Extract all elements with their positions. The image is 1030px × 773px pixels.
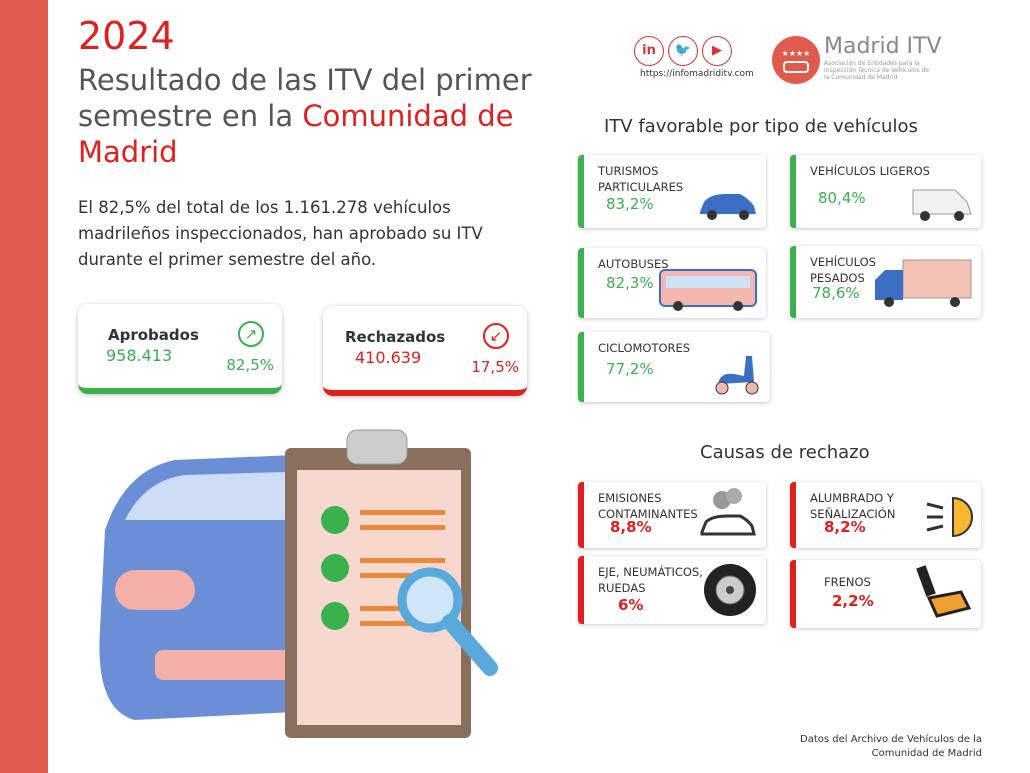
- website-link[interactable]: https://infomadriditv.com: [640, 69, 754, 79]
- year-heading: 2024: [78, 14, 175, 58]
- card-value: 8,8%: [610, 518, 652, 536]
- cause-card-eje: EJE, NEUMÁTICOS, RUEDAS 6%: [578, 556, 766, 624]
- side-bar: [0, 0, 48, 773]
- card-label: VEHÍCULOS PESADOS: [810, 255, 876, 285]
- vehicle-card-autobuses: AUTOBUSES 82,3%: [578, 248, 766, 318]
- cause-card-alumbrado: ALUMBRADO Y SEÑALIZACIÓN 8,2%: [790, 482, 981, 548]
- tire-icon: [704, 564, 756, 616]
- brand-subtitle: Asociación de Entidades para la Inspecci…: [824, 60, 930, 81]
- card-value: 77,2%: [606, 360, 654, 378]
- card-value: 2,2%: [832, 592, 874, 610]
- cause-card-emisiones: EMISIONES CONTAMINANTES 8,8%: [578, 482, 766, 548]
- twitter-icon[interactable]: 🐦: [668, 36, 698, 66]
- approved-pct: 82,5%: [226, 356, 274, 374]
- page-title: Resultado de las ITV del primer semestre…: [78, 62, 598, 170]
- intro-text: El 82,5% del total de los 1.161.278 vehí…: [78, 198, 483, 269]
- vehicle-card-ligeros: VEHÍCULOS LIGEROS 80,4%: [790, 155, 981, 228]
- approved-value: 958.413: [106, 346, 173, 365]
- bus-icon: [659, 269, 757, 311]
- vehicle-card-ciclomotores: CICLOMOTORES 77,2%: [578, 332, 770, 402]
- card-value: 6%: [618, 596, 644, 614]
- car-checklist-illustration: [99, 429, 498, 738]
- truck-icon: [875, 259, 972, 307]
- card-label: CICLOMOTORES: [598, 341, 691, 355]
- card-label: TURISMOS PARTICULARES: [598, 164, 684, 194]
- source-note: Datos del Archivo de Vehículos de la Com…: [800, 734, 982, 759]
- rejected-card: Rechazados 410.639 ↙ 17,5%: [323, 306, 527, 396]
- rejected-label: Rechazados: [345, 328, 446, 346]
- card-label: FRENOS: [824, 575, 871, 589]
- causes-title: Causas de rechazo: [700, 442, 870, 463]
- favorable-title: ITV favorable por tipo de vehículos: [604, 116, 918, 137]
- approved-label: Aprobados: [108, 326, 199, 344]
- card-value: 80,4%: [818, 189, 866, 207]
- vehicle-card-pesados: VEHÍCULOS PESADOS 78,6%: [790, 246, 981, 318]
- brand-name: Madrid ITV: [824, 34, 942, 59]
- card-label: AUTOBUSES: [598, 257, 669, 271]
- arrow-up-right-icon: ↗: [238, 321, 264, 347]
- brake-pedal-icon: [916, 565, 972, 618]
- rejected-value: 410.639: [355, 348, 422, 367]
- card-label: ALUMBRADO Y SEÑALIZACIÓN: [810, 491, 896, 521]
- card-value: 8,2%: [824, 518, 866, 536]
- headlight-icon: [926, 496, 973, 538]
- rejected-pct: 17,5%: [471, 358, 519, 376]
- card-value: 82,3%: [606, 274, 654, 292]
- card-label: EJE, NEUMÁTICOS, RUEDAS: [598, 565, 703, 595]
- approved-card: Aprobados 958.413 ↗ 82,5%: [78, 304, 282, 394]
- vehicle-card-turismos: TURISMOS PARTICULARES 83,2%: [578, 155, 766, 228]
- card-label: EMISIONES CONTAMINANTES: [598, 491, 698, 521]
- youtube-icon[interactable]: ▶: [702, 36, 732, 66]
- madrid-itv-logo: ★★★★: [772, 36, 820, 84]
- social-links: in 🐦 ▶: [634, 36, 736, 66]
- car-icon: [700, 194, 756, 220]
- card-value: 78,6%: [812, 284, 860, 302]
- title-highlight: Comunidad de Madrid: [78, 99, 514, 169]
- linkedin-icon[interactable]: in: [634, 36, 664, 66]
- cause-card-frenos: FRENOS 2,2%: [790, 560, 981, 628]
- card-value: 83,2%: [606, 195, 654, 213]
- scooter-icon: [715, 356, 759, 395]
- emissions-icon: [700, 488, 756, 536]
- title-text: Resultado de las ITV del primer semestre…: [78, 63, 532, 133]
- card-label: VEHÍCULOS LIGEROS: [810, 164, 930, 178]
- arrow-down-left-icon: ↙: [483, 323, 509, 349]
- van-icon: [912, 189, 972, 221]
- svg-text:★★★★: ★★★★: [782, 49, 811, 58]
